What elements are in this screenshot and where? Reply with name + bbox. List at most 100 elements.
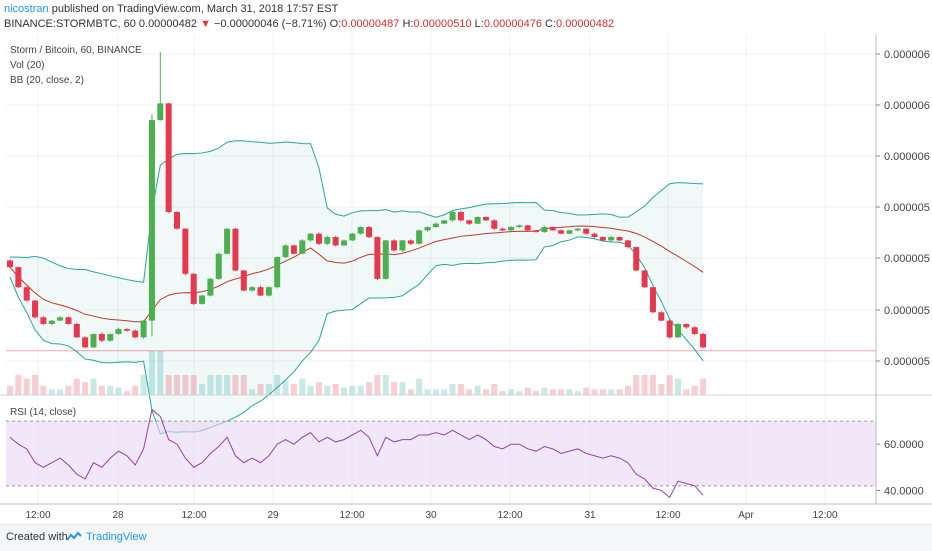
candle-body — [474, 217, 481, 224]
candle-body — [274, 257, 281, 288]
candle-body — [482, 217, 489, 221]
volume-bar — [641, 375, 648, 395]
volume-bar — [282, 380, 289, 395]
volume-bar — [474, 385, 481, 395]
candle-body — [73, 323, 80, 338]
volume-bar — [357, 385, 364, 395]
volume-bar — [165, 375, 172, 395]
candle-body — [649, 287, 656, 313]
axes: 0.000006 0.000006 0.000006 0.000005 0.000005… — [0, 34, 932, 521]
footer: Created with TradingView — [0, 524, 932, 551]
candle-body — [391, 240, 398, 251]
volume-bar — [675, 378, 681, 395]
candle-body — [624, 240, 631, 248]
rsi-band — [6, 421, 876, 486]
candle-body — [641, 270, 648, 288]
volume-bar — [441, 389, 448, 395]
ohlc-line: BINANCE:STORMBTC, 60 0.00000482 ▼ −0.000… — [4, 18, 614, 30]
volume-bar — [40, 385, 47, 395]
volume-bar — [700, 378, 707, 395]
volume-bar — [574, 391, 581, 395]
candlestick-series — [7, 52, 707, 349]
volume-bar — [299, 378, 306, 395]
x-tick-label: 12:00 — [497, 510, 522, 521]
candle-body — [549, 227, 556, 231]
candle-body — [132, 330, 139, 338]
volume-bar — [482, 389, 489, 395]
volume-bar — [549, 389, 556, 395]
down-arrow-icon: ▼ — [200, 18, 211, 30]
volume-bar — [432, 389, 439, 395]
high-value: 0.00000510 — [413, 18, 472, 30]
x-tick-label: 12:00 — [655, 510, 680, 521]
rsi-legend: RSI (14, close) — [10, 407, 76, 418]
volume-bar — [48, 389, 55, 395]
rsi-tick-label: 40.0000 — [884, 485, 924, 497]
volume-bar — [65, 385, 72, 395]
main-legend: Storm / Bitcoin, 60, BINANCE — [10, 45, 142, 56]
volume-bar — [324, 385, 331, 395]
volume-bar — [274, 375, 281, 395]
candle-body — [491, 220, 498, 229]
candle-body — [449, 211, 456, 221]
volume-bar — [558, 389, 565, 395]
candle-body — [357, 227, 364, 234]
candle-body — [190, 273, 197, 304]
volume-bar — [215, 375, 222, 395]
volume-bar — [624, 385, 631, 395]
candle-body — [349, 233, 356, 241]
x-tick-label: 28 — [112, 510, 124, 521]
y-tick-label: 0.000005 — [884, 305, 930, 317]
candle-body — [82, 337, 89, 348]
volume-bar — [240, 375, 247, 395]
created-with-label: Created with — [6, 531, 68, 543]
candle-body — [324, 237, 331, 244]
candle-body — [366, 227, 373, 238]
candle-body — [290, 245, 297, 254]
low-label: L: — [474, 18, 484, 30]
candle-body — [441, 220, 448, 224]
candle-body — [666, 320, 673, 338]
candle-body — [265, 287, 272, 296]
candle-body — [466, 220, 473, 224]
volume-bar — [73, 378, 80, 395]
volume-bar — [399, 382, 406, 395]
volume-bar — [449, 384, 456, 395]
publish-info: nicostran published on TradingView.com, … — [4, 3, 338, 15]
candle-body — [98, 333, 105, 341]
volume-bar — [107, 385, 114, 395]
candle-body — [32, 300, 39, 318]
candle-body — [148, 120, 155, 321]
x-tick-label: Apr — [738, 510, 754, 521]
y-tick-label: 0.000005 — [884, 356, 930, 368]
volume-bar — [516, 391, 523, 395]
volume-bar — [366, 382, 373, 395]
volume-bar — [541, 387, 548, 395]
candle-body — [691, 327, 698, 334]
candle-body — [182, 228, 189, 274]
volume-bar — [57, 389, 64, 395]
volume-bar — [190, 375, 197, 395]
candle-body — [90, 333, 97, 348]
bb-legend: BB (20, close, 2) — [10, 75, 84, 86]
bb-basis-line — [9, 225, 704, 323]
volume-bar — [508, 389, 514, 395]
volume-bar — [148, 351, 155, 395]
volume-bar — [457, 384, 464, 395]
volume-bar — [123, 391, 130, 395]
volume-bar — [207, 375, 214, 395]
y-tick-label: 0.000006 — [884, 100, 930, 112]
candle-body — [115, 328, 122, 334]
candle-body — [249, 287, 256, 291]
candle-body — [675, 323, 681, 338]
candle-body — [608, 237, 615, 241]
volume-bar — [315, 382, 322, 395]
open-value: 0.00000487 — [341, 18, 400, 30]
volume-bar — [132, 385, 139, 395]
volume-bar — [341, 387, 347, 395]
author-link[interactable]: nicostran — [4, 3, 49, 15]
volume-bar — [416, 378, 423, 395]
candle-body — [315, 233, 322, 244]
tradingview-brand-link[interactable]: TradingView — [86, 531, 147, 543]
